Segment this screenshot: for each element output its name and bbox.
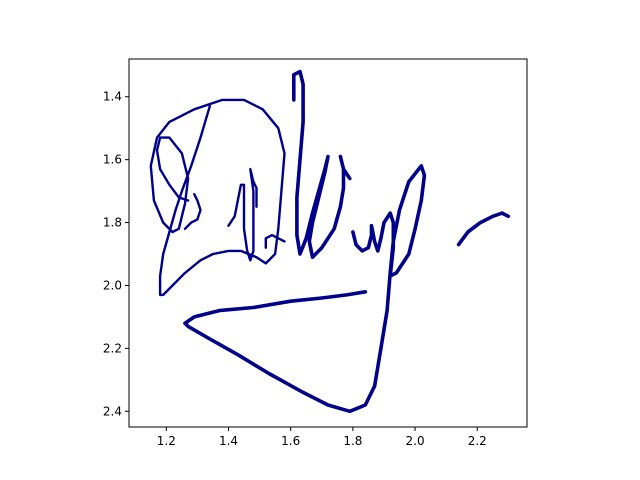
plot-frame: [128, 58, 528, 428]
y-tick-label: 1.6: [103, 153, 122, 167]
signature-stroke-1: [149, 98, 286, 297]
x-tick-label: 1.8: [343, 434, 362, 448]
y-tick-label: 1.4: [103, 90, 122, 104]
x-axis: 1.2 1.4 1.6 1.8 2.0 2.2: [157, 427, 487, 448]
signature-stroke-5: [291, 69, 352, 260]
series-layer: [149, 69, 511, 414]
x-tick-label: 1.2: [157, 434, 176, 448]
signature-stroke-4: [264, 233, 286, 249]
signature-stroke-6: [183, 164, 427, 414]
x-tick-label: 2.0: [406, 434, 425, 448]
x-tick-label: 1.6: [281, 434, 300, 448]
signature-stroke-7: [456, 211, 511, 247]
signature-stroke-2: [183, 192, 202, 231]
y-tick-label: 2.0: [103, 278, 122, 292]
y-tick-label: 2.2: [103, 341, 122, 355]
x-tick-label: 1.4: [219, 434, 238, 448]
x-tick-label: 2.2: [468, 434, 487, 448]
y-axis: 1.4 1.6 1.8 2.0 2.2 2.4: [103, 90, 129, 418]
y-tick-label: 1.8: [103, 216, 122, 230]
signature-stroke-3: [227, 167, 258, 262]
y-tick-label: 2.4: [103, 404, 122, 418]
